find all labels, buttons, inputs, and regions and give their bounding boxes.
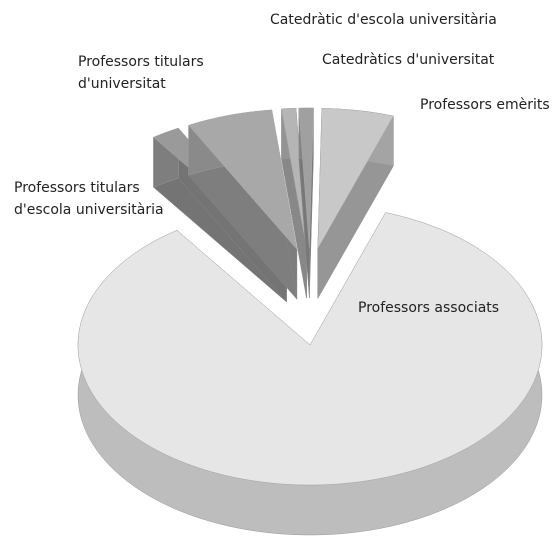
slice-top <box>298 107 314 249</box>
slice <box>298 107 314 299</box>
slice-label: Professors titulars d'escola universitàr… <box>14 180 164 218</box>
slice-top <box>281 107 307 249</box>
slice-label: Professors titulars d'universitat <box>78 54 208 92</box>
slice <box>77 211 543 536</box>
slice-label-line: Professors titulars <box>14 180 144 196</box>
slice-label: Professors associats <box>358 300 499 316</box>
slice <box>188 109 298 300</box>
slice-label: Professors emèrits <box>420 97 550 113</box>
slice-label: Catedràtic d'escola universitària <box>270 12 497 28</box>
slice-top <box>77 212 543 486</box>
slice <box>317 108 394 300</box>
slice-label-line: d'escola universitària <box>14 202 164 218</box>
slice-label-line: Professors titulars <box>78 54 208 70</box>
slice-top <box>317 108 394 249</box>
slice-top <box>188 109 298 251</box>
slice-label: Catedràtics d'universitat <box>322 52 495 68</box>
slice-label-line: d'universitat <box>78 76 166 92</box>
